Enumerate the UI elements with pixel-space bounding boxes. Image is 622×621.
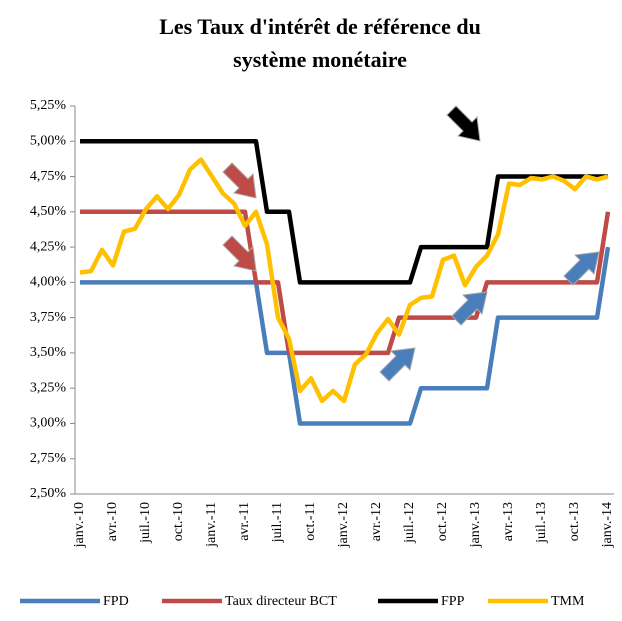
series-line	[80, 139, 608, 285]
chart-title: système monétaire	[233, 47, 407, 72]
legend-label: FPD	[103, 594, 129, 609]
series-line	[79, 157, 609, 404]
y-tick-label: 4,50%	[30, 204, 67, 219]
y-tick-label: 2,75%	[30, 451, 67, 466]
x-tick-label: janv.-14	[600, 502, 615, 548]
y-tick-label: 5,25%	[30, 98, 67, 113]
y-tick-label: 2,50%	[30, 486, 67, 501]
y-tick-label: 3,50%	[30, 345, 67, 360]
x-tick-label: avr.-10	[105, 502, 120, 541]
x-tick-label: avr.-12	[369, 502, 384, 541]
legend-label: FPP	[441, 594, 465, 609]
y-tick-label: 3,75%	[30, 310, 67, 325]
x-tick-label: oct.-10	[171, 502, 186, 541]
y-tick-label: 4,75%	[30, 169, 67, 184]
x-tick-label: janv.-12	[336, 502, 351, 548]
x-tick-label: janv.-11	[204, 502, 219, 548]
x-tick-label: oct.-13	[567, 502, 582, 541]
y-tick-label: 3,00%	[30, 416, 67, 431]
x-tick-label: avr.-11	[237, 502, 252, 541]
x-tick-label: juil.-13	[534, 502, 549, 544]
x-tick-label: janv.-13	[468, 502, 483, 548]
series-line	[80, 209, 611, 356]
series-line	[80, 246, 611, 426]
x-tick-label: juil.-11	[270, 502, 285, 543]
x-tick-label: avr.-13	[501, 502, 516, 541]
chart-title: Les Taux d'intérêt de référence du	[159, 14, 481, 39]
y-tick-label: 4,00%	[30, 275, 67, 290]
legend-label: TMM	[551, 594, 585, 609]
x-tick-label: oct.-12	[435, 502, 450, 541]
x-tick-label: juil.-10	[138, 502, 153, 544]
x-tick-label: oct.-11	[303, 502, 318, 541]
legend-label: Taux directeur BCT	[225, 594, 337, 609]
y-tick-label: 4,25%	[30, 239, 67, 254]
x-tick-label: juil.-12	[402, 502, 417, 544]
x-tick-label: janv.-10	[72, 502, 87, 548]
y-tick-label: 3,25%	[30, 380, 67, 395]
annotation-arrows	[222, 105, 600, 382]
y-tick-label: 5,00%	[30, 133, 67, 148]
